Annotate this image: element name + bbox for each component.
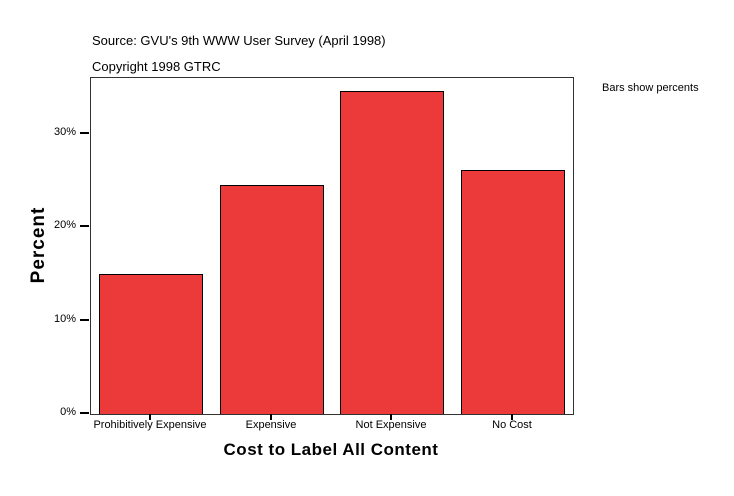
y-tick-mark bbox=[80, 225, 89, 227]
x-axis-title: Cost to Label All Content bbox=[223, 440, 439, 459]
category-label-prohibitively-expensive: Prohibitively Expensive bbox=[93, 419, 207, 431]
source-caption: Source: GVU's 9th WWW User Survey (April… bbox=[92, 33, 386, 48]
bar-expensive bbox=[220, 185, 324, 414]
y-tick-mark bbox=[80, 412, 89, 414]
x-tick-mark bbox=[390, 414, 392, 420]
x-tick-mark bbox=[149, 414, 151, 420]
category-label-not-expensive: Not Expensive bbox=[355, 419, 427, 431]
bars-show-percents-note: Bars show percents bbox=[602, 82, 699, 94]
plot-area bbox=[90, 77, 574, 415]
y-tick-label: 10% bbox=[53, 313, 76, 325]
y-tick-label: 0% bbox=[60, 406, 76, 418]
bar-prohibitively-expensive bbox=[99, 274, 203, 414]
copyright-caption: Copyright 1998 GTRC bbox=[92, 59, 221, 74]
bar-no-cost bbox=[461, 170, 565, 414]
x-tick-mark bbox=[270, 414, 272, 420]
y-tick-mark bbox=[80, 319, 89, 321]
y-tick-label: 20% bbox=[53, 219, 76, 231]
y-tick-mark bbox=[80, 132, 89, 134]
category-label-expensive: Expensive bbox=[245, 419, 297, 431]
x-tick-mark bbox=[511, 414, 513, 420]
category-label-no-cost: No Cost bbox=[492, 419, 532, 431]
bar-not-expensive bbox=[340, 91, 444, 414]
y-tick-label: 30% bbox=[53, 126, 76, 138]
